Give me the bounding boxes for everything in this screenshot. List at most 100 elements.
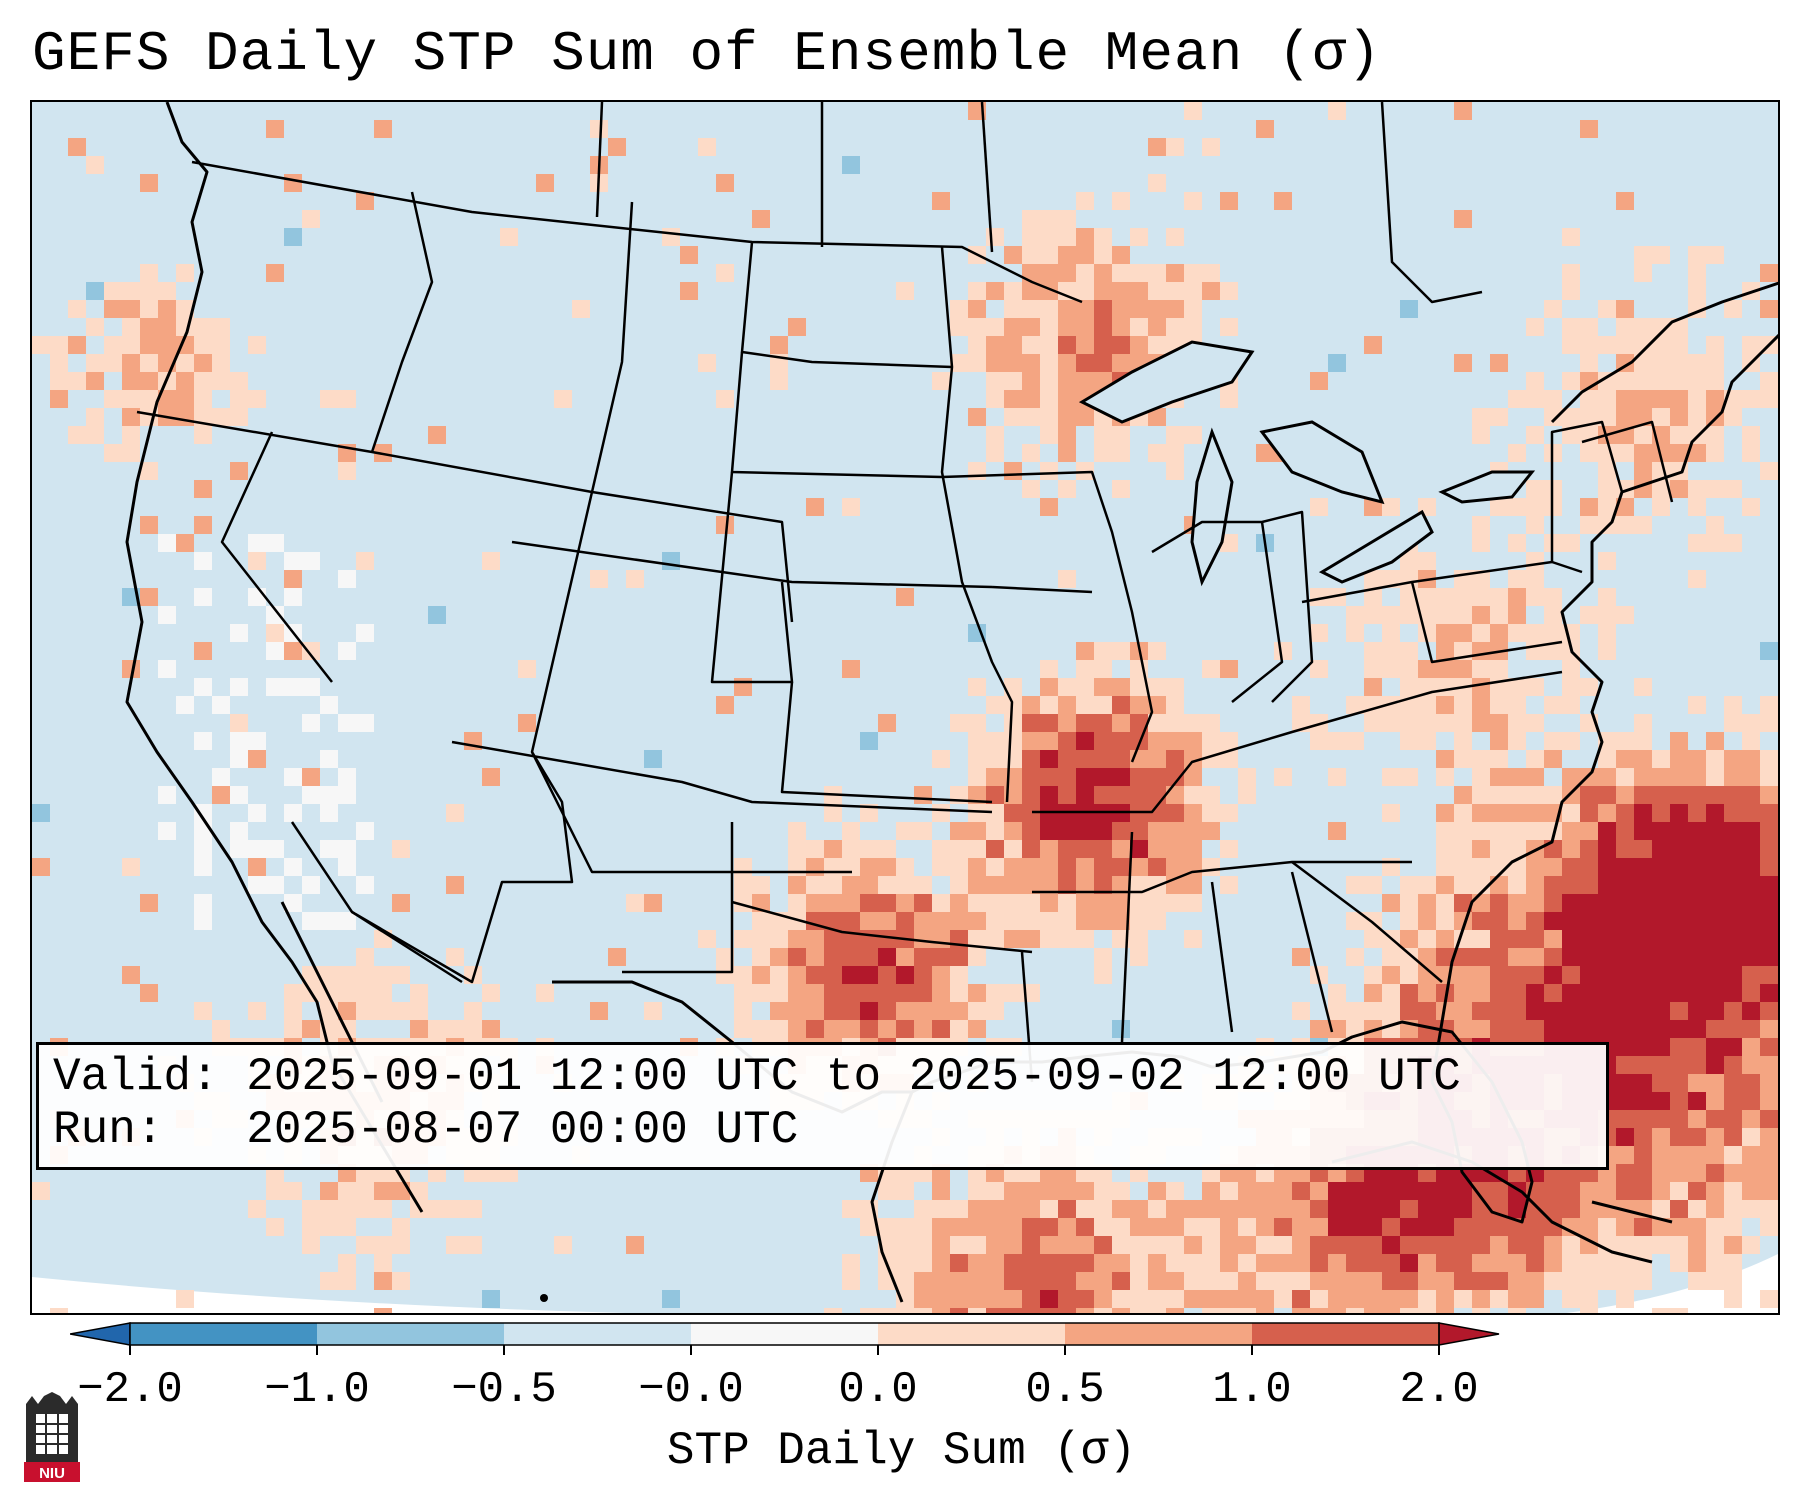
field-cell (1454, 750, 1472, 768)
field-cell (1706, 1254, 1724, 1272)
field-cell (1724, 714, 1742, 732)
field-cell (1256, 1182, 1274, 1200)
field-cell (1490, 750, 1508, 768)
field-cell (1616, 516, 1634, 534)
field-cell (1778, 1056, 1780, 1074)
field-cell (1760, 1020, 1778, 1038)
field-cell (1688, 786, 1706, 804)
field-cell (1760, 894, 1778, 912)
field-cell (176, 354, 194, 372)
field-cell (1760, 1092, 1778, 1110)
field-cell (1760, 750, 1778, 768)
field-cell (932, 894, 950, 912)
field-cell (1724, 534, 1742, 552)
field-cell (1112, 1020, 1130, 1038)
field-cell (1112, 750, 1130, 768)
field-cell (1076, 930, 1094, 948)
field-cell (1562, 264, 1580, 282)
field-cell (1040, 354, 1058, 372)
field-cell (1184, 750, 1202, 768)
field-cell (1634, 372, 1652, 390)
field-cell (122, 390, 140, 408)
field-cell (1148, 1200, 1166, 1218)
field-cell (1184, 822, 1202, 840)
field-cell (1400, 1002, 1418, 1020)
field-cell (1544, 966, 1562, 984)
field-cell (32, 336, 50, 354)
field-cell (1616, 1128, 1634, 1146)
field-cell (302, 1020, 320, 1038)
field-cell (140, 588, 158, 606)
field-cell (1526, 588, 1544, 606)
field-cell (1148, 642, 1166, 660)
field-cell (1742, 912, 1760, 930)
field-cell (1058, 1272, 1076, 1290)
field-cell (1688, 282, 1706, 300)
field-cell (1040, 858, 1058, 876)
field-cell (1760, 264, 1778, 282)
field-cell (1778, 750, 1780, 768)
field-cell (1130, 1254, 1148, 1272)
field-cell (1634, 930, 1652, 948)
field-cell (1490, 588, 1508, 606)
field-cell (1004, 300, 1022, 318)
field-cell (1040, 1254, 1058, 1272)
field-cell (1544, 1236, 1562, 1254)
field-cell (1580, 822, 1598, 840)
field-cell (1652, 372, 1670, 390)
field-cell (1562, 840, 1580, 858)
field-cell (1058, 1200, 1076, 1218)
field-cell (1202, 1218, 1220, 1236)
field-cell (1076, 786, 1094, 804)
field-cell (1418, 714, 1436, 732)
field-cell (1382, 858, 1400, 876)
colorbar-segment (317, 1323, 504, 1345)
field-cell (320, 786, 338, 804)
field-cell (1166, 462, 1184, 480)
field-cell (320, 840, 338, 858)
field-cell (266, 1218, 284, 1236)
field-cell (1418, 1272, 1436, 1290)
field-cell (1454, 210, 1472, 228)
field-cell (1544, 822, 1562, 840)
field-cell (1094, 786, 1112, 804)
field-cell (1724, 300, 1742, 318)
field-cell (1184, 1200, 1202, 1218)
field-cell (1400, 1308, 1418, 1313)
field-cell (1688, 984, 1706, 1002)
field-cell (986, 768, 1004, 786)
field-cell (1292, 1254, 1310, 1272)
field-cell (1058, 1290, 1076, 1308)
field-cell (860, 948, 878, 966)
field-cell (968, 804, 986, 822)
field-cell (536, 174, 554, 192)
field-cell (1112, 786, 1130, 804)
field-cell (1670, 1056, 1688, 1074)
field-cell (1148, 858, 1166, 876)
field-cell (1094, 696, 1112, 714)
field-cell (1634, 678, 1652, 696)
field-cell (338, 642, 356, 660)
field-cell (1706, 984, 1724, 1002)
field-cell (1112, 678, 1130, 696)
field-cell (1130, 912, 1148, 930)
field-cell (1022, 1308, 1040, 1313)
field-cell (1022, 840, 1040, 858)
field-cell (1688, 768, 1706, 786)
field-cell (986, 732, 1004, 750)
field-cell (1508, 588, 1526, 606)
field-cell (1004, 336, 1022, 354)
field-cell (896, 822, 914, 840)
field-cell (1418, 1020, 1436, 1038)
field-cell (842, 1200, 860, 1218)
field-cell (1580, 408, 1598, 426)
field-cell (1112, 732, 1130, 750)
field-cell (122, 336, 140, 354)
field-cell (1220, 1200, 1238, 1218)
field-cell (1490, 894, 1508, 912)
logo-text: NIU (39, 1465, 65, 1482)
field-cell (1040, 840, 1058, 858)
field-cell (1076, 858, 1094, 876)
field-cell (1778, 786, 1780, 804)
field-cell (140, 516, 158, 534)
